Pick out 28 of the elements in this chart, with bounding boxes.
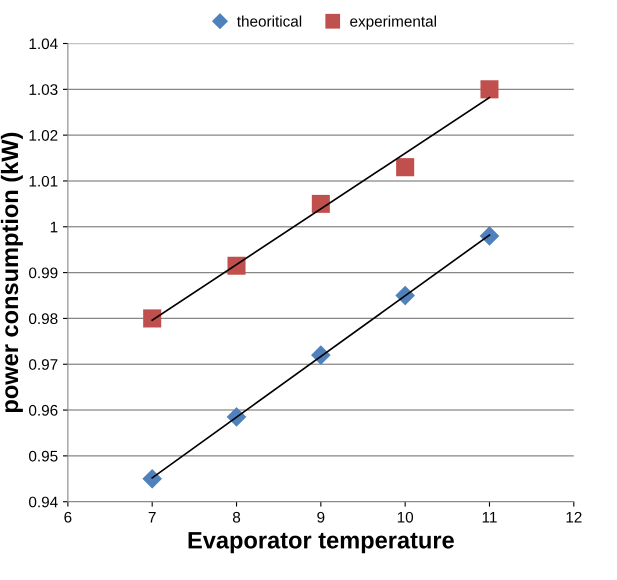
- y-tick-label: 0.98: [29, 313, 58, 324]
- x-tick-label: 6: [64, 512, 72, 523]
- point: [312, 194, 330, 213]
- y-tick-label: 0.96: [29, 404, 58, 416]
- y-tick-label: 1.01: [30, 176, 58, 187]
- x-tick-label: 7: [148, 512, 156, 522]
- y-tick-label: 0.95: [29, 450, 58, 462]
- point: [480, 226, 500, 246]
- y-tick-label: 1.04: [30, 38, 58, 50]
- x-tick-label: 9: [317, 512, 324, 523]
- y-axis-title: power consumption (kW): [0, 132, 23, 412]
- legend-label: theoritical: [237, 16, 302, 27]
- y-tick-label: 0.97: [29, 359, 58, 370]
- y-tick-label: 1.03: [30, 84, 58, 96]
- y-tick-label: 1.02: [30, 130, 58, 141]
- point: [396, 158, 414, 176]
- x-tick-label: 8: [232, 512, 240, 523]
- x-axis-title: Evaporator temperature: [188, 532, 454, 554]
- point: [142, 469, 162, 488]
- point: [143, 309, 162, 328]
- x-tick-label: 10: [398, 512, 414, 523]
- x-tick-label: 11: [482, 512, 497, 522]
- y-tick-label: 1: [50, 222, 58, 232]
- legend-label: experimental: [350, 16, 436, 30]
- x-tick-label: 12: [566, 512, 582, 522]
- y-tick-label: 0.94: [29, 496, 58, 508]
- y-tick-label: 0.99: [29, 267, 58, 278]
- point: [480, 80, 499, 98]
